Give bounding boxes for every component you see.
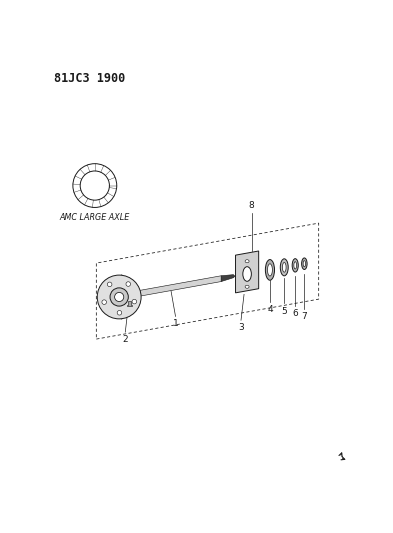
- Ellipse shape: [301, 258, 307, 270]
- Ellipse shape: [294, 262, 297, 269]
- Text: 8: 8: [249, 201, 255, 210]
- Ellipse shape: [245, 260, 249, 263]
- Text: AMC LARGE AXLE: AMC LARGE AXLE: [60, 213, 130, 222]
- Circle shape: [97, 275, 141, 319]
- Ellipse shape: [292, 259, 298, 272]
- Ellipse shape: [243, 266, 252, 281]
- Text: 6: 6: [292, 309, 298, 318]
- Polygon shape: [127, 301, 132, 306]
- Circle shape: [132, 300, 137, 304]
- Text: 3: 3: [238, 323, 244, 332]
- Text: 2: 2: [123, 335, 128, 344]
- Ellipse shape: [265, 260, 274, 280]
- Ellipse shape: [280, 259, 288, 276]
- Ellipse shape: [283, 262, 286, 272]
- Ellipse shape: [119, 275, 124, 319]
- Ellipse shape: [268, 264, 272, 276]
- Circle shape: [110, 288, 128, 306]
- Circle shape: [126, 282, 130, 286]
- Text: 7: 7: [301, 312, 307, 321]
- Polygon shape: [124, 276, 221, 299]
- Circle shape: [102, 300, 107, 304]
- Polygon shape: [235, 251, 259, 293]
- Circle shape: [117, 311, 122, 315]
- Ellipse shape: [303, 261, 306, 266]
- Circle shape: [115, 293, 124, 302]
- Circle shape: [107, 282, 112, 287]
- Text: 1: 1: [173, 319, 178, 328]
- Polygon shape: [221, 274, 235, 281]
- Text: 4: 4: [267, 304, 273, 313]
- Text: 5: 5: [281, 306, 287, 316]
- Text: 81JC3 1900: 81JC3 1900: [54, 71, 125, 85]
- Ellipse shape: [245, 285, 249, 288]
